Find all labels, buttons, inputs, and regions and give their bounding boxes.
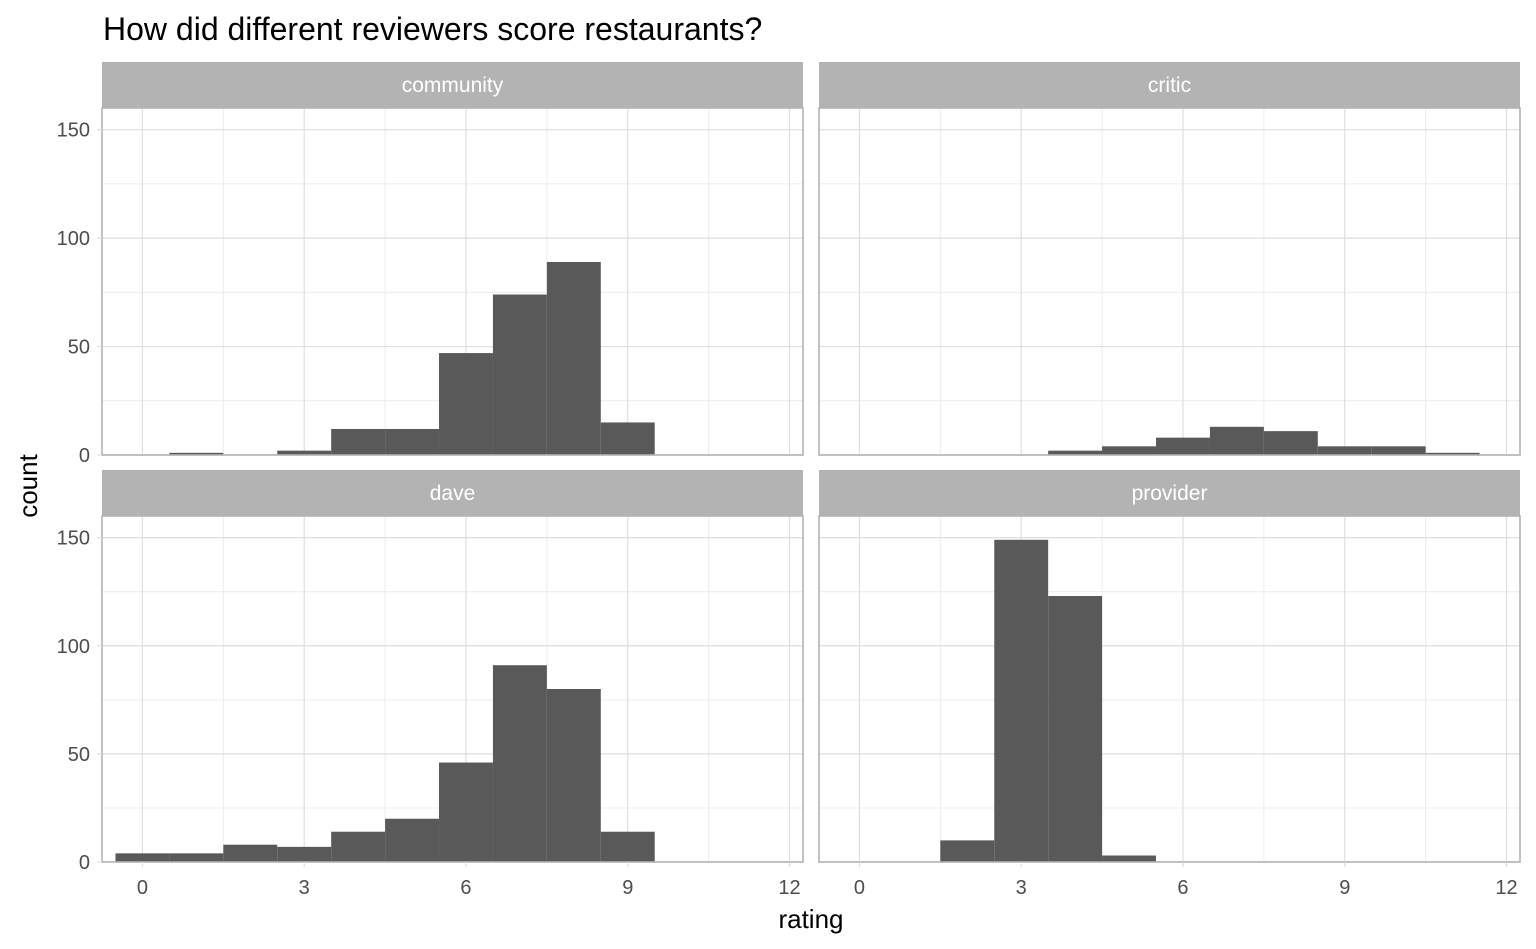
histogram-bar bbox=[600, 422, 655, 455]
facet-panels: community 0 50 100 150 critic dave 0 50 100 150 0 3 6… bbox=[57, 62, 1521, 899]
y-tick-label: 150 bbox=[57, 528, 90, 550]
histogram-bar bbox=[277, 450, 332, 455]
chart-title: How did different reviewers score restau… bbox=[103, 11, 762, 47]
histogram-bar bbox=[223, 844, 278, 862]
x-tick-label: 3 bbox=[1016, 877, 1027, 899]
x-tick-label: 12 bbox=[778, 877, 800, 899]
x-tick-label: 0 bbox=[854, 877, 865, 899]
facet-strip bbox=[102, 62, 803, 108]
x-tick-label: 6 bbox=[1177, 877, 1188, 899]
x-axis-title: rating bbox=[778, 904, 843, 934]
y-tick-label: 150 bbox=[57, 120, 90, 142]
x-tick-label: 3 bbox=[299, 877, 310, 899]
y-tick-label: 0 bbox=[79, 852, 90, 874]
x-tick-label: 9 bbox=[622, 877, 633, 899]
histogram-bar bbox=[115, 853, 170, 862]
histogram-bar bbox=[439, 353, 493, 455]
x-tick-label: 0 bbox=[137, 877, 148, 899]
histogram-bar bbox=[1102, 855, 1157, 862]
histogram-bar bbox=[600, 831, 655, 862]
histogram-bar bbox=[1209, 426, 1264, 455]
x-tick-label: 9 bbox=[1339, 877, 1350, 899]
histogram-bar bbox=[492, 665, 547, 862]
x-tick-label: 6 bbox=[460, 877, 471, 899]
histogram-bar bbox=[169, 853, 224, 862]
facet-strip bbox=[819, 62, 1520, 108]
histogram-bar bbox=[1102, 446, 1157, 455]
facet-strip-label: critic bbox=[1148, 74, 1191, 97]
facet-strip-label: provider bbox=[1132, 482, 1208, 505]
histogram-bar bbox=[1371, 446, 1426, 455]
histogram-bar bbox=[492, 294, 547, 455]
facet-strip-label: dave bbox=[430, 482, 476, 505]
histogram-bar bbox=[1048, 450, 1103, 455]
panel-critic: critic bbox=[818, 62, 1521, 456]
histogram-bar bbox=[331, 428, 386, 455]
histogram-bar bbox=[546, 261, 601, 455]
facet-strip bbox=[819, 470, 1520, 516]
histogram-bar bbox=[1156, 437, 1210, 455]
facet-strip bbox=[102, 470, 803, 516]
histogram-bar bbox=[1425, 452, 1480, 455]
x-tick-label: 12 bbox=[1495, 877, 1517, 899]
panel-community: community 0 50 100 150 bbox=[57, 62, 804, 467]
panel-background bbox=[819, 108, 1520, 455]
y-axis-title: count bbox=[13, 453, 43, 517]
panel-background bbox=[819, 516, 1520, 862]
histogram-bar bbox=[1317, 446, 1372, 455]
histogram-bar bbox=[994, 539, 1049, 862]
histogram-bar bbox=[169, 452, 224, 455]
histogram-bar bbox=[439, 762, 493, 862]
histogram-bar bbox=[1263, 431, 1318, 455]
histogram-bar bbox=[331, 831, 386, 862]
histogram-bar bbox=[940, 840, 995, 862]
facet-strip-label: community bbox=[402, 74, 504, 97]
panel-provider: provider 0 3 6 9 12 bbox=[818, 470, 1521, 899]
y-tick-label: 50 bbox=[68, 337, 90, 359]
histogram-bar bbox=[546, 689, 601, 862]
y-tick-label: 0 bbox=[79, 445, 90, 467]
histogram-bar bbox=[385, 818, 440, 862]
y-tick-label: 100 bbox=[57, 636, 90, 658]
y-tick-label: 50 bbox=[68, 744, 90, 766]
histogram-bar bbox=[385, 428, 440, 455]
histogram-bar bbox=[1048, 596, 1103, 862]
y-tick-label: 100 bbox=[57, 228, 90, 250]
panel-dave: dave 0 50 100 150 0 3 6 9 12 bbox=[57, 470, 804, 899]
histogram-bar bbox=[277, 846, 332, 862]
